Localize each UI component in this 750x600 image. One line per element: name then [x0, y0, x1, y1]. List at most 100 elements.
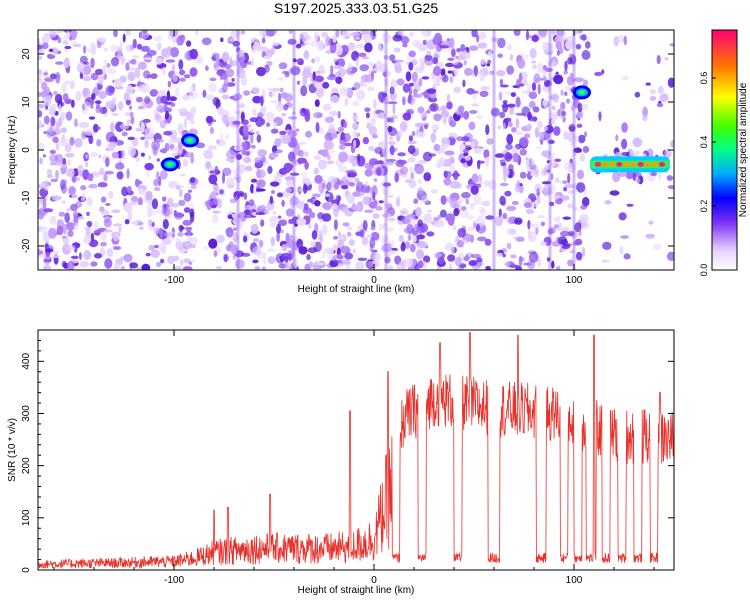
heatmap-cell: [396, 78, 405, 86]
heatmap-cell: [465, 198, 470, 205]
heatmap-cell: [247, 124, 251, 128]
heatmap-cell: [100, 209, 110, 216]
heatmap-cell: [543, 64, 548, 71]
heatmap-cell: [298, 149, 304, 157]
heatmap-cell: [551, 105, 556, 111]
heatmap-cell: [488, 50, 492, 58]
heatmap-cell: [141, 263, 151, 270]
heatmap-cell: [296, 80, 301, 85]
heatmap-cell: [669, 42, 674, 47]
heatmap-cell: [468, 260, 478, 266]
heatmap-cell: [524, 133, 531, 139]
heatmap-cell: [49, 162, 57, 166]
heatmap-cell: [367, 86, 375, 92]
heatmap-cell: [477, 159, 481, 170]
heatmap-cell: [530, 171, 536, 177]
heatmap-cell: [423, 255, 431, 263]
heatmap-cell: [341, 233, 347, 243]
heatmap-cell: [333, 64, 343, 69]
heatmap-cell: [281, 199, 285, 207]
heatmap-cell: [470, 203, 475, 210]
heatmap-cell: [386, 70, 391, 77]
heatmap-cell: [448, 263, 453, 270]
heatmap-cell: [337, 110, 341, 119]
heatmap-cell: [381, 213, 392, 218]
heatmap-cell: [43, 115, 50, 125]
heatmap-cell: [265, 111, 275, 122]
heatmap-cell: [476, 31, 487, 40]
heatmap-cell: [240, 30, 246, 35]
heatmap-cell: [61, 200, 66, 204]
heatmap-cell: [255, 188, 266, 192]
heatmap-cell: [461, 136, 470, 142]
heatmap-cell: [147, 155, 152, 160]
heatmap-cell: [515, 112, 525, 116]
heatmap-cell: [545, 151, 550, 160]
heatmap-cell: [260, 219, 265, 227]
heatmap-cell: [459, 211, 470, 218]
heatmap-cell: [307, 198, 314, 203]
heatmap-cell: [243, 150, 252, 154]
heatmap-cell: [156, 105, 165, 113]
heatmap-cell: [67, 260, 75, 270]
heatmap-cell: [537, 258, 541, 268]
heatmap-cell: [433, 217, 439, 222]
heatmap-streak: [236, 30, 240, 270]
heatmap-cell: [278, 219, 287, 227]
heatmap-cell: [525, 30, 530, 41]
heatmap-cell: [497, 37, 506, 49]
heatmap-cell: [564, 91, 568, 97]
heatmap-cell: [129, 262, 138, 269]
heatmap-cell: [412, 235, 417, 243]
heatmap-cell: [302, 183, 308, 194]
heatmap-cell: [554, 35, 564, 44]
heatmap-cell: [88, 183, 98, 189]
heatmap-cell: [71, 193, 78, 199]
heatmap-cell: [135, 96, 143, 103]
heatmap-cell: [341, 185, 349, 190]
heatmap-cell: [553, 126, 561, 136]
heatmap-cell: [601, 259, 610, 263]
heatmap-cell: [305, 130, 312, 138]
heatmap-cell: [352, 248, 356, 254]
heatmap-cell: [514, 217, 523, 225]
heatmap-cell: [296, 58, 304, 66]
heatmap-cell: [235, 153, 243, 160]
heatmap-cell: [511, 200, 519, 206]
heatmap-cell: [573, 30, 579, 35]
heatmap-cell: [408, 50, 416, 58]
heatmap-cell: [287, 116, 298, 120]
heatmap-cell: [636, 177, 641, 184]
heatmap-cell: [86, 196, 93, 207]
heatmap-cell: [302, 151, 309, 157]
heatmap-cell: [63, 35, 67, 46]
heatmap-cell: [341, 259, 351, 265]
heatmap-cell: [411, 59, 418, 66]
heatmap-cell: [103, 229, 113, 233]
heatmap-cell: [111, 209, 121, 214]
heatmap-cell: [568, 125, 576, 132]
heatmap-cell: [63, 30, 72, 33]
heatmap-cell: [121, 131, 128, 137]
heatmap-cell: [499, 111, 506, 119]
heatmap-cell: [130, 195, 139, 203]
heatmap-cell: [449, 198, 458, 209]
heatmap-cell: [532, 64, 537, 70]
heatmap-cell: [344, 252, 354, 260]
heatmap-cell: [295, 43, 302, 49]
heatmap-cell: [372, 213, 380, 220]
heatmap-cell: [550, 173, 554, 181]
heatmap-cell: [230, 244, 238, 255]
heatmap-cell: [384, 256, 391, 264]
heatmap-cell: [44, 248, 54, 253]
heatmap-cell: [423, 172, 432, 182]
snr-ytick-label: 0: [21, 567, 32, 573]
heatmap-cell: [372, 134, 378, 139]
heatmap-cell: [500, 84, 509, 88]
heatmap-cell: [476, 34, 480, 43]
heatmap-cell: [494, 153, 505, 158]
heatmap-band-peak: [595, 161, 601, 167]
heatmap-cell: [432, 83, 441, 87]
